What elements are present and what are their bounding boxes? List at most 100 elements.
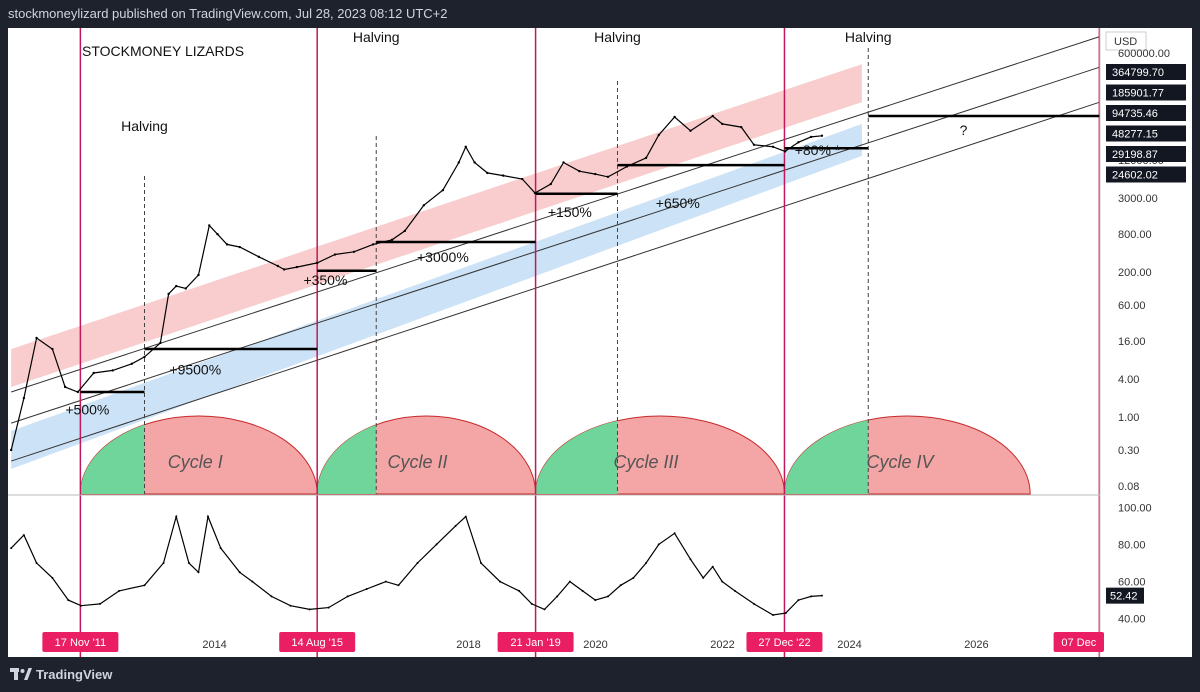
price-point: [502, 174, 505, 177]
annotation-label: +500%: [65, 401, 109, 417]
cycle-label: Cycle I: [168, 452, 223, 472]
price-point: [51, 347, 54, 351]
oscillator-point: [143, 584, 146, 587]
oscillator-point: [810, 595, 813, 598]
date-badge-bg: [42, 632, 119, 652]
date-badge-label: 27 Dec '22: [758, 637, 810, 649]
y-tick-label: 4.00: [1118, 374, 1139, 386]
oscillator-point: [772, 614, 775, 616]
price-point: [333, 253, 337, 256]
level-segment-layer: [80, 114, 1100, 394]
x-tick-label: 2022: [710, 639, 734, 651]
oscillator-point: [206, 515, 209, 518]
price-point: [130, 362, 134, 366]
price-point: [76, 390, 80, 394]
y-tick-label: 0.30: [1118, 445, 1139, 457]
price-point: [549, 182, 553, 186]
osc-tick-label: 80.00: [1118, 539, 1146, 551]
price-tag-bg: [1106, 84, 1186, 101]
chart-canvas[interactable]: USD600000.0012000.003000.00800.00200.006…: [8, 28, 1192, 657]
annotation-label: Halving: [353, 29, 400, 45]
price-point: [35, 336, 38, 340]
band-layer: [11, 36, 1101, 469]
price-point: [644, 156, 648, 160]
cycle-label: Cycle III: [614, 452, 679, 472]
price-point: [225, 243, 229, 246]
price-point: [797, 141, 800, 144]
oscillator-point: [518, 589, 521, 592]
price-tag-bg: [1106, 166, 1186, 183]
oscillator-point: [454, 524, 457, 527]
chart-title: STOCKMONEY LIZARDS: [82, 43, 244, 59]
tradingview-logo-icon: [10, 668, 32, 680]
oscillator-point: [721, 580, 724, 583]
date-badge-label: 07 Dec: [1061, 637, 1096, 649]
axis-layer: USD600000.0012000.003000.00800.00200.006…: [202, 28, 1186, 657]
price-tag-label: 364799.70: [1112, 67, 1164, 79]
price-point: [282, 268, 286, 271]
price-tag-label: 29198.87: [1112, 149, 1158, 161]
oscillator-point: [10, 547, 13, 550]
date-badge-bg: [1053, 632, 1104, 652]
oscillator-point: [416, 562, 419, 564]
date-badge-layer: 17 Nov '11 14 Aug '15 21 Jan '19 27 Dec '22…: [42, 632, 1104, 652]
price-point: [721, 122, 724, 126]
price-point: [820, 134, 824, 137]
band-upper: [11, 64, 862, 387]
price-tag-bg: [1106, 146, 1186, 162]
oscillator-point: [464, 515, 467, 518]
oscillator-point: [733, 589, 736, 592]
price-point: [403, 229, 407, 233]
oscillator-point: [797, 599, 800, 602]
price-point: [657, 133, 660, 137]
annotation-label: +80% *: [795, 142, 841, 158]
oscillator-point: [118, 589, 121, 592]
oscillator-point: [820, 594, 823, 597]
osc-value-label: 52.42: [1110, 591, 1138, 603]
price-point: [752, 143, 756, 146]
price-tag-bg: [1106, 105, 1186, 121]
tradingview-brand: TradingView: [36, 667, 113, 682]
oscillator-point: [365, 588, 368, 590]
price-point: [111, 369, 114, 372]
annotation-label: +3000%: [417, 249, 469, 265]
price-point: [809, 135, 813, 139]
oscillator-point: [752, 602, 755, 605]
footer-bar: TradingView: [0, 659, 1200, 692]
oscillator-point: [251, 580, 254, 583]
chart-panel[interactable]: USD600000.0012000.003000.00800.00200.006…: [8, 28, 1192, 657]
price-tag-label: 24602.02: [1112, 170, 1158, 182]
price-point: [276, 264, 280, 268]
price-point: [606, 175, 610, 179]
oscillator-point: [594, 599, 597, 602]
oscillator-point: [384, 580, 387, 583]
oscillator-point: [99, 602, 102, 605]
oscillator-point: [67, 599, 70, 602]
price-point: [673, 115, 676, 119]
band-line-0: [11, 36, 1101, 393]
oscillator-point: [175, 515, 178, 518]
price-tag-bg: [1106, 125, 1186, 142]
oscillator-point: [657, 543, 660, 546]
currency-box: [1105, 31, 1147, 51]
price-point: [208, 224, 211, 227]
oscillator-point: [543, 608, 546, 611]
oscillator-point: [162, 562, 165, 564]
oscillator-point: [270, 595, 273, 598]
price-point: [740, 125, 743, 129]
price-point: [197, 273, 200, 277]
oscillator-point: [308, 608, 311, 611]
cycle-dome-green: [784, 420, 869, 494]
date-badge-label: 14 Aug '15: [291, 637, 343, 649]
price-point: [63, 385, 67, 389]
price-point: [562, 161, 565, 164]
price-point: [594, 172, 597, 176]
price-point: [371, 243, 375, 246]
annotation-label: ?: [960, 122, 968, 138]
price-point: [578, 169, 581, 173]
annotation-label: +650%: [656, 195, 700, 211]
price-point: [625, 165, 629, 168]
annotation-label: Halving: [121, 118, 168, 134]
cycle-dome-green: [535, 420, 618, 494]
halving-line-layer: [144, 48, 869, 494]
